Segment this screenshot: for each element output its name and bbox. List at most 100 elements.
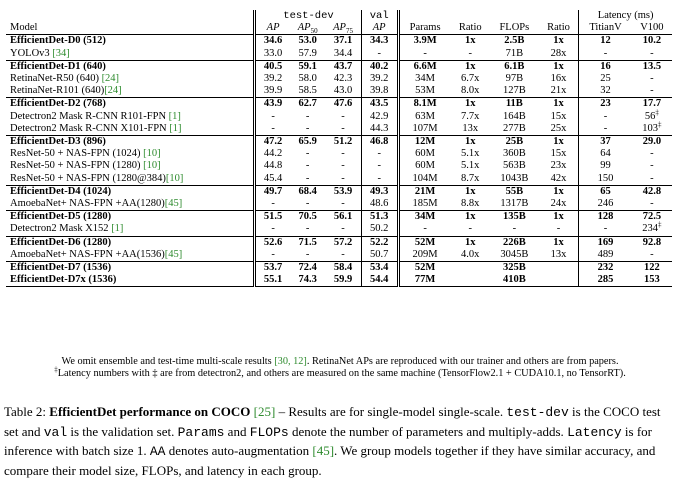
ap-cell-value: - (271, 110, 275, 122)
params-cell-value: 60M (415, 148, 435, 160)
ap75-cell-value: - (341, 148, 345, 160)
titanv-cell: 65 (578, 184, 632, 199)
params-cell-value: 52M (414, 236, 436, 248)
ap-cell: 49.7 (253, 184, 291, 199)
table-row: RetinaNet-R50 (640) [24] 39.2 58.0 42.3 39.2… (6, 73, 672, 86)
ap75-cell: 42.3 (325, 73, 361, 85)
ap50-cell: 71.5 (290, 235, 326, 249)
v100-cell: 10.2 (631, 34, 672, 48)
titanv-cell-value: 64 (600, 148, 611, 160)
flops-cell-value: 11B (505, 98, 523, 110)
ap-cell: - (253, 198, 291, 211)
v100-cell-value: - (650, 47, 654, 59)
v100-cell: - (632, 198, 672, 211)
val-ap-cell-value: 39.2 (370, 73, 389, 85)
v100-cell: 56‡ (632, 109, 672, 123)
titanv-cell: - (578, 223, 632, 237)
caption-cite-1[interactable]: [25] (253, 404, 276, 419)
val-ap-cell: 44.3 (360, 122, 399, 136)
val-ap-cell-value: 39.8 (370, 85, 389, 97)
ap-cell: - (253, 122, 291, 136)
titanv-cell: - (578, 122, 632, 136)
flops-ratio-cell-value: 25x (550, 122, 567, 134)
model-citation[interactable]: [1] (111, 223, 124, 235)
ap75-sub: 75 (345, 27, 353, 36)
flops-cell-value: - (512, 223, 517, 235)
val-ap-cell: 49.3 (360, 184, 399, 199)
params-cell: 8.1M (396, 97, 451, 111)
model-name: EfficientDet-D7 (1536) (10, 262, 112, 274)
v100-header: V100 (640, 22, 664, 34)
ap75-cell: - (325, 223, 361, 236)
table-row: Detectron2 Mask R-CNN X101-FPN [1] - - - 44.… (6, 121, 672, 136)
model-citation[interactable]: [24] (101, 73, 120, 85)
titanv-cell-value: 65 (600, 185, 611, 197)
model-cell: ResNet-50 + NAS-FPN (1280@384)[10] (6, 173, 255, 186)
flops-ratio-cell: 15x (539, 111, 579, 123)
flops-ratio-cell-value: 28x (550, 47, 567, 59)
model-citation[interactable]: [1] (169, 122, 182, 134)
ap75-cell-value: 42.3 (333, 73, 353, 85)
model-citation[interactable]: [45] (164, 248, 183, 260)
ap75-cell-value: 57.2 (333, 236, 353, 248)
titanv-cell-value: 12 (600, 35, 611, 47)
model-citation[interactable]: [10] (165, 172, 184, 184)
table-row: EfficientDet-D2 (768) 43.9 62.7 47.6 43.5 8.1… (6, 97, 672, 111)
ap-cell-value: 44.2 (263, 148, 283, 160)
val-ap-cell-value: 44.3 (370, 122, 389, 134)
flops-cell: - (490, 223, 539, 236)
ap75-cell-value: 37.1 (333, 35, 353, 47)
params-ratio-cell: 5.1x (451, 160, 490, 172)
flops-cell: 164B (490, 111, 539, 123)
model-citation[interactable]: [10] (143, 160, 161, 172)
model-citation[interactable]: [34] (52, 47, 70, 59)
params-ratio-cell-value: 1x (464, 35, 476, 47)
ap50-cell-value: 70.5 (298, 211, 317, 223)
ap50-cell: - (290, 160, 325, 172)
caption-text-4: and (224, 423, 250, 439)
val-ap-cell-value: 43.5 (370, 98, 389, 110)
val-ap-cell-value: - (377, 148, 381, 160)
flops-ratio-cell: 1x (538, 235, 579, 249)
val-ap-cell-value: 54.4 (370, 274, 389, 286)
val-ap-cell: - (360, 148, 399, 161)
titanv-cell-value: 150 (597, 172, 614, 184)
v100-cell-value: 122 (644, 262, 660, 274)
caption-cite-2[interactable]: [45] (312, 443, 335, 458)
params-ratio-cell: 7.7x (451, 111, 490, 123)
model-citation[interactable]: [45] (164, 198, 183, 210)
titanv-cell-value: 23 (600, 98, 611, 110)
params-ratio-cell-value: 5.1x (461, 160, 480, 172)
ap75-cell-value: 34.4 (333, 47, 353, 59)
titanv-cell: 232 (578, 261, 632, 275)
params-ratio-cell-value: 13x (462, 122, 479, 134)
model-name: RetinaNet-R50 (640) (10, 73, 102, 85)
ap75-cell-value: 58.4 (333, 262, 353, 274)
model-cell: EfficientDet-D7 (1536) (6, 261, 255, 275)
ap50-cell: 57.9 (290, 48, 325, 61)
model-name: RetinaNet-R101 (640) (10, 85, 105, 97)
note1-cite[interactable]: [30, 12] (274, 356, 307, 367)
flops-cell: 71B (490, 48, 539, 61)
note2-sup: ‡ (54, 365, 58, 374)
model-citation[interactable]: [10] (143, 148, 161, 160)
ap75-cell: - (325, 148, 361, 160)
val-ap-cell-value: 40.2 (370, 60, 389, 72)
ap-header: AP (266, 22, 280, 34)
model-name: EfficientDet-D0 (512) (10, 35, 106, 47)
note1-text-a: We omit ensemble and test-time multi-sca… (61, 356, 275, 367)
caption-text-2: is the COCO test set and (4, 404, 661, 439)
val-ap-cell: 52.2 (360, 235, 399, 249)
ap50-cell-value: 74.3 (298, 274, 317, 286)
ap50-cell-value: 59.1 (298, 60, 317, 72)
latency-header: Latency (ms) (597, 10, 654, 21)
params-cell-value: 8.1M (413, 98, 437, 110)
ap50-cell: - (290, 198, 325, 211)
model-citation[interactable]: [24] (104, 85, 122, 97)
val-ap-cell-value: 46.8 (370, 136, 389, 148)
val-ap-cell: 39.2 (360, 73, 399, 86)
flops-cell: 410B (489, 274, 539, 288)
model-citation[interactable]: [1] (168, 110, 181, 122)
ap75-cell-value: - (341, 122, 345, 134)
ap50-cell: 62.7 (290, 97, 326, 111)
